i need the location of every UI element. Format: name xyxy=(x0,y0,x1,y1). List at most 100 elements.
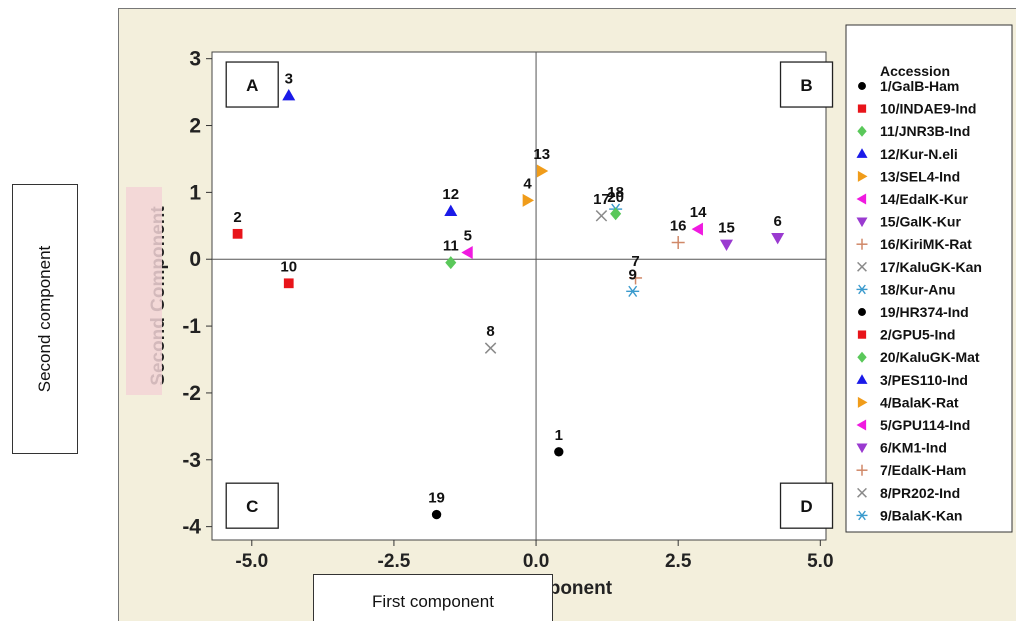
marker-shape xyxy=(445,256,457,270)
legend-entry: 10/INDAE9-Ind xyxy=(880,101,976,117)
marker-shape xyxy=(444,204,458,216)
marker-shape xyxy=(283,278,294,289)
data-point-7 xyxy=(629,271,643,285)
data-point-16 xyxy=(671,236,685,250)
quadrant-label-b: B xyxy=(800,76,812,95)
legend-entry: 3/PES110-Ind xyxy=(880,372,968,388)
data-point-17 xyxy=(595,210,608,222)
legend-marker xyxy=(856,374,868,384)
marker-shape xyxy=(461,246,473,260)
legend-entry: 11/JNR3B-Ind xyxy=(880,123,970,139)
legend-marker xyxy=(856,238,868,250)
marker-shape xyxy=(522,193,535,207)
data-point-4 xyxy=(522,193,535,207)
legend-entry: 8/PR202-Ind xyxy=(880,485,960,501)
marker-shape xyxy=(857,170,868,182)
data-point-13 xyxy=(536,164,549,178)
y-tick-label: -2 xyxy=(182,382,201,405)
legend-marker xyxy=(856,419,867,431)
quadrant-label-c: C xyxy=(246,497,258,516)
ylabel-overlay-text: Second component xyxy=(35,245,54,393)
highlight-overlay xyxy=(126,187,162,395)
point-label-18: 18 xyxy=(607,184,624,201)
legend-entry: 5/GPU114-Ind xyxy=(880,417,970,433)
data-point-9 xyxy=(626,285,640,297)
point-label-14: 14 xyxy=(690,204,707,221)
marker-shape xyxy=(858,308,866,316)
y-tick-label: 2 xyxy=(189,115,201,138)
data-point-6 xyxy=(771,232,785,245)
x-tick-label: -5.0 xyxy=(235,551,268,572)
point-label-17: 17 xyxy=(593,191,610,208)
legend-entry: 6/KM1-Ind xyxy=(880,440,947,456)
marker-shape xyxy=(856,217,868,228)
legend-marker xyxy=(856,193,867,205)
legend-marker xyxy=(857,261,867,272)
marker-shape xyxy=(282,88,296,101)
marker-stroke xyxy=(858,510,866,521)
marker-shape xyxy=(856,443,868,454)
point-label-16: 16 xyxy=(670,218,687,235)
legend-marker xyxy=(856,284,868,295)
marker-shape xyxy=(857,125,867,137)
data-point-11 xyxy=(445,256,457,270)
marker-shape xyxy=(857,330,867,339)
data-point-15 xyxy=(720,239,734,252)
legend-marker xyxy=(856,148,868,158)
y-tick-label: -4 xyxy=(182,516,201,539)
legend-entry: 2/GPU5-Ind xyxy=(880,327,955,343)
marker-stroke xyxy=(857,487,867,498)
xlabel-overlay-box: First component xyxy=(313,574,553,621)
marker-stroke xyxy=(484,342,497,354)
point-label-7: 7 xyxy=(631,253,639,270)
y-tick-label: 3 xyxy=(189,48,201,71)
legend-marker xyxy=(856,464,868,476)
marker-shape xyxy=(856,374,868,384)
marker-shape xyxy=(232,228,243,239)
legend-marker xyxy=(856,443,868,454)
legend-marker xyxy=(857,104,867,113)
point-label-9: 9 xyxy=(629,266,637,283)
x-tick-label: -2.5 xyxy=(378,551,411,572)
marker-shape xyxy=(856,148,868,158)
data-point-3 xyxy=(282,88,296,101)
quadrant-box-d xyxy=(779,482,834,529)
x-tick-label: 5.0 xyxy=(807,551,833,572)
legend-entry: 18/Kur-Anu xyxy=(880,281,955,297)
data-point-20 xyxy=(610,207,622,221)
legend-marker xyxy=(857,396,868,408)
point-label-8: 8 xyxy=(486,323,494,340)
marker-shape xyxy=(857,351,867,363)
legend-entry: 7/EdalK-Ham xyxy=(880,462,966,478)
legend-entry: 20/KaluGK-Mat xyxy=(880,349,980,365)
point-label-4: 4 xyxy=(523,175,532,192)
data-point-8 xyxy=(484,342,497,354)
legend-entry: 15/GalK-Kur xyxy=(880,214,961,230)
marker-stroke xyxy=(858,284,866,295)
plot-area xyxy=(211,51,827,541)
legend-marker xyxy=(858,82,866,90)
legend-entry: 1/GalB-Ham xyxy=(880,78,959,94)
marker-shape xyxy=(720,239,734,252)
legend-entry: 16/KiriMK-Rat xyxy=(880,236,972,252)
legend-marker xyxy=(857,351,867,363)
legend-box xyxy=(845,24,1013,533)
legend-entry: 19/HR374-Ind xyxy=(880,304,969,320)
xlabel-overlay-text: First component xyxy=(372,592,494,611)
marker-shape xyxy=(610,207,622,221)
legend-title: Accession xyxy=(880,63,950,79)
marker-shape xyxy=(554,447,564,457)
quadrant-boxes: A B C D xyxy=(225,61,834,529)
legend-marker xyxy=(857,170,868,182)
marker-shape xyxy=(856,419,867,431)
quadrant-label-d: D xyxy=(800,497,812,516)
plot-background xyxy=(211,51,827,541)
marker-stroke xyxy=(595,210,608,222)
legend-marker xyxy=(856,217,868,228)
marker-stroke xyxy=(857,261,867,272)
point-label-13: 13 xyxy=(533,146,550,163)
data-point-19 xyxy=(431,509,442,520)
